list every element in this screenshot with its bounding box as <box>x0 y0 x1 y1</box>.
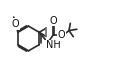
Text: O: O <box>12 19 19 29</box>
Text: O: O <box>58 30 66 40</box>
Text: O: O <box>50 16 57 26</box>
Text: NH: NH <box>46 40 60 50</box>
